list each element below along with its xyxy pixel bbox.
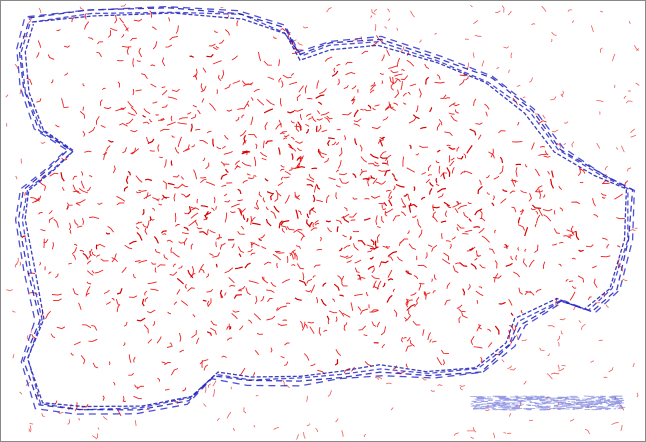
page-body: (() => { const data = JSON.parse(documen… — [0, 0, 646, 442]
stained-tissue-image — [0, 0, 646, 442]
page: {} html, body { margin: 0; padding: 0; b… — [0, 0, 646, 442]
